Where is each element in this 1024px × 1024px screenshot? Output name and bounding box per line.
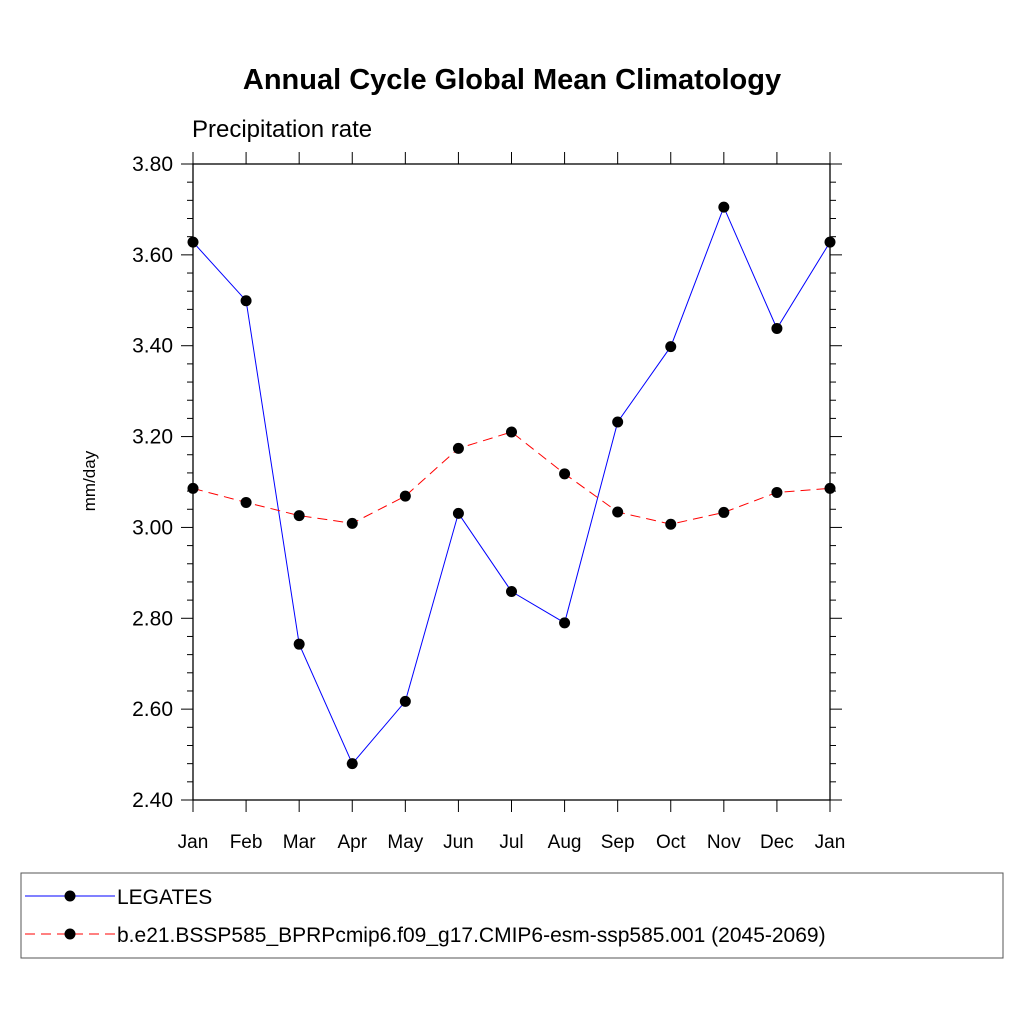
- y-tick-label: 3.60: [132, 244, 173, 267]
- y-tick-label: 3.40: [132, 335, 173, 358]
- legend-marker-2: [64, 928, 76, 940]
- series-line-1: [192, 205, 831, 765]
- series-2-point: [399, 490, 411, 502]
- series-1-point: [187, 236, 199, 248]
- series-2-point: [506, 426, 517, 438]
- ticks: 2.40 2.60 2.80 3.00 3.20 3.40 3.60 3.80 Jan Feb Ma…: [132, 152, 845, 853]
- series-2-point: [612, 506, 624, 518]
- x-tick-label: Nov: [707, 832, 741, 853]
- legend-label-2: b.e21.BSSP585_BPRPcmip6.f09_g17.CMIP6-es…: [117, 924, 826, 947]
- legend-label-1: LEGATES: [117, 886, 212, 909]
- x-tick-label: Feb: [230, 832, 263, 853]
- y-tick-label: 3.20: [132, 426, 173, 449]
- x-tick-label: Jul: [499, 832, 523, 853]
- x-tick-label: Sep: [601, 832, 635, 853]
- legend-items: LEGATES b.e21.BSSP585_BPRPcmip6.f09_g17.C…: [25, 886, 826, 947]
- legend-marker-1: [64, 890, 76, 902]
- x-tick-label: Dec: [760, 832, 794, 853]
- plot-frame: [192, 163, 831, 801]
- series-1-point: [346, 758, 358, 770]
- series-1-point: [665, 341, 677, 353]
- series-2-point: [559, 468, 571, 480]
- series-line-2: [192, 431, 831, 525]
- x-tick-label: Apr: [337, 832, 367, 853]
- x-tick-label: May: [387, 832, 423, 853]
- x-tick-label: Jan: [815, 832, 846, 853]
- x-tick-label: Mar: [283, 832, 316, 853]
- y-tick-label: 2.40: [132, 789, 173, 812]
- y-axis-label: mm/day: [80, 450, 99, 511]
- x-tick-label: Aug: [548, 832, 582, 853]
- series-2-point: [346, 517, 358, 529]
- series-2-point: [824, 482, 836, 494]
- series-1-point: [771, 322, 783, 334]
- y-tick-label: 2.80: [132, 607, 173, 630]
- series-2-point: [771, 486, 783, 498]
- legend: LEGATES b.e21.BSSP585_BPRPcmip6.f09_g17.C…: [20, 872, 1004, 959]
- x-tick-label: Oct: [656, 832, 686, 853]
- series-2-point: [240, 496, 252, 508]
- series-1-point: [559, 617, 571, 629]
- series-2-point: [452, 442, 464, 454]
- series-2-point: [187, 482, 199, 494]
- legend-box: [20, 872, 1004, 959]
- x-tick-label: Jan: [178, 832, 209, 853]
- series-layer: [187, 201, 836, 770]
- series-1-point: [506, 585, 517, 597]
- y-tick-label: 2.60: [132, 698, 173, 721]
- series-1-point: [399, 695, 411, 707]
- series-2-point: [665, 518, 677, 530]
- series-1-point: [240, 295, 252, 307]
- series-2-point: [718, 506, 730, 518]
- y-tick-label: 3.00: [132, 516, 173, 539]
- series-1-point: [824, 236, 836, 248]
- series-1-point: [612, 416, 624, 428]
- chart-title: Annual Cycle Global Mean Climatology: [243, 64, 781, 96]
- series-2-point: [293, 510, 305, 522]
- y-tick-label: 3.80: [132, 153, 173, 176]
- series-1-point: [452, 507, 464, 519]
- axes: [192, 163, 831, 801]
- series-1-point: [293, 638, 305, 650]
- x-tick-label: Jun: [443, 832, 474, 853]
- series-1-point: [718, 201, 730, 213]
- chart-subtitle: Precipitation rate: [192, 116, 372, 143]
